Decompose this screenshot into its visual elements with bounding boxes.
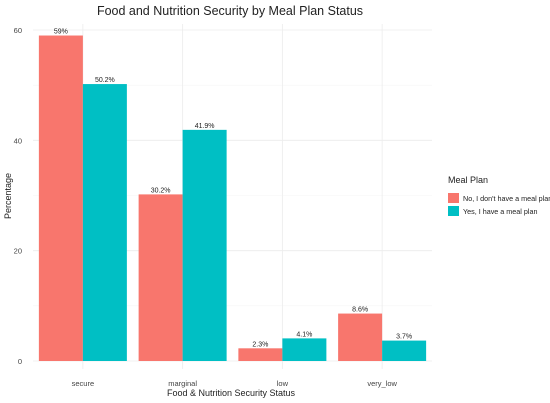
data-label: 3.7%	[396, 334, 412, 341]
x-tick-label: very_low	[367, 379, 397, 388]
bar-marginal-no-meal-plan	[138, 194, 183, 361]
y-axis-title: Percentage	[3, 173, 13, 219]
chart-title: Food and Nutrition Security by Meal Plan…	[97, 4, 363, 18]
legend: Meal Plan No, I don't have a meal plan Ye…	[448, 175, 550, 216]
data-label: 59%	[54, 29, 68, 36]
data-label: 41.9%	[195, 123, 215, 130]
data-labels: 59% 30.2% 2.3% 8.6% 50.2% 41.9% 4.1% 3.7%	[54, 29, 412, 349]
x-tick-label: secure	[72, 379, 95, 388]
legend-swatch	[448, 206, 459, 216]
bar-low-no-meal-plan	[238, 348, 283, 361]
bar-secure-meal-plan	[82, 84, 127, 362]
bar-very_low-no-meal-plan	[338, 313, 383, 361]
data-label: 2.3%	[252, 341, 268, 348]
y-tick-label: 0	[18, 357, 22, 366]
legend-label: Yes, I have a meal plan	[463, 207, 537, 216]
x-axis-ticks: secure marginal low very_low	[72, 379, 398, 388]
x-axis-title: Food & Nutrition Security Status	[167, 388, 296, 398]
bars	[38, 35, 427, 362]
y-tick-label: 40	[14, 136, 22, 145]
y-axis-ticks: 0 20 40 60	[14, 26, 22, 366]
bar-very_low-meal-plan	[382, 340, 427, 361]
legend-title: Meal Plan	[448, 175, 488, 185]
data-label: 30.2%	[151, 187, 171, 194]
bar-marginal-meal-plan	[182, 129, 227, 361]
y-tick-label: 20	[14, 247, 22, 256]
data-label: 4.1%	[296, 331, 312, 338]
bar-low-meal-plan	[282, 338, 327, 361]
bar-secure-no-meal-plan	[38, 35, 83, 362]
legend-items: No, I don't have a meal plan Yes, I have …	[448, 193, 550, 216]
legend-swatch	[448, 193, 459, 203]
data-label: 50.2%	[95, 77, 115, 84]
x-tick-label: marginal	[168, 379, 197, 388]
legend-label: No, I don't have a meal plan	[463, 194, 550, 203]
x-tick-label: low	[277, 379, 289, 388]
data-label: 8.6%	[352, 307, 368, 314]
y-tick-label: 60	[14, 26, 22, 35]
